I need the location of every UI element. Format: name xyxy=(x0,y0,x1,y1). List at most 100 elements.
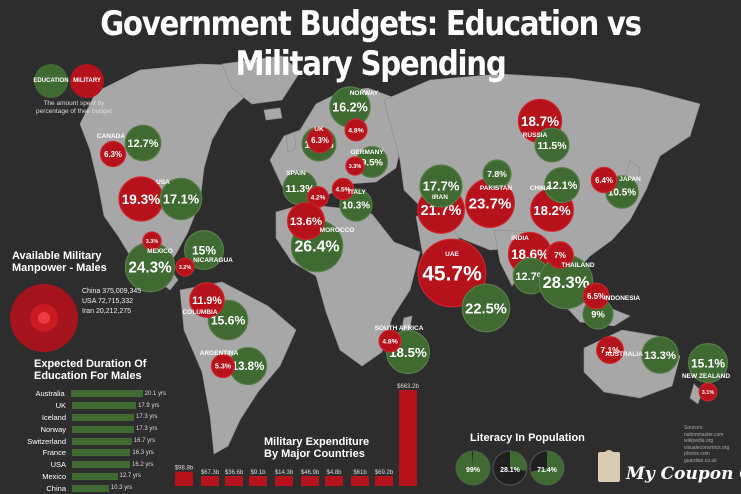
education-duration-value: 17.9 yrs xyxy=(138,402,160,409)
education-bubble-circle xyxy=(544,167,580,203)
education-duration-bar xyxy=(72,449,131,457)
country-name-canada: CANADA xyxy=(97,133,125,140)
military-expenditure-title-line2: By Major Countries xyxy=(264,448,365,460)
country-name-norway: NORWAY xyxy=(350,90,379,97)
sources: Sources: nationmaster.com wikipedia.org vi… xyxy=(684,425,729,464)
country-canada: 12.7% 6.3% CANADA xyxy=(97,124,162,168)
country-thailand: 28.3% 7% THAILAND xyxy=(538,241,595,310)
military-bubble-label: 4.8% xyxy=(348,127,364,134)
military-expenditure-bar xyxy=(225,476,243,486)
iceland-landmass xyxy=(263,107,283,121)
education-bubble-circle xyxy=(159,177,203,221)
country-indonesia: 9% 6.5%INDONESIA xyxy=(582,282,640,330)
military-bubble-label: 7% xyxy=(554,251,567,260)
military-expenditure-bar xyxy=(301,476,319,486)
education-duration-bar xyxy=(70,390,143,398)
legend-note-line2: percentage of their budget xyxy=(36,108,112,115)
military-bubble-circle xyxy=(189,282,225,318)
manpower-title-line1: Available Military xyxy=(12,250,102,262)
shopping-bag-handle xyxy=(602,450,616,457)
education-duration-row: Norway 17.3 yrs xyxy=(18,423,166,435)
literacy-pie-slice xyxy=(510,451,528,472)
country-name-thailand: THAILAND xyxy=(561,262,595,269)
military-expenditure-bar xyxy=(351,476,369,486)
education-bubble-circle xyxy=(461,283,511,333)
military-bubble-label: 6.5% xyxy=(587,292,605,301)
military-bubble-label: 45.7% xyxy=(422,263,482,286)
legend-education-dot: EDUCATION xyxy=(33,64,69,98)
country-india: 18.6%12.7%INDIA xyxy=(507,231,553,295)
education-duration-row: USA 16.2 yrs xyxy=(18,459,166,471)
military-expenditure-title: Military Expenditure By Major Countries xyxy=(264,436,369,460)
military-bubble-circle xyxy=(417,238,487,308)
military-bubble-label: 3.1% xyxy=(702,390,715,396)
literacy-chart: 99% 28.1% 71.4% xyxy=(455,450,565,486)
military-bubble-circle xyxy=(286,201,326,241)
education-duration-bar xyxy=(72,413,134,421)
education-duration-title-line2: Education For Males xyxy=(34,370,142,382)
military-bubble-label: 18.6% xyxy=(511,247,549,262)
military-bubble-circle xyxy=(582,282,610,310)
education-duration-value: 12.7 yrs xyxy=(119,473,141,480)
education-duration-bar xyxy=(72,425,134,433)
country-name-south-africa: SOUTH AFRICA xyxy=(375,325,424,332)
military-bubble-circle xyxy=(142,231,162,251)
education-duration-value: 16.3 yrs xyxy=(132,449,154,456)
country-name-indonesia: INDONESIA xyxy=(604,295,640,302)
education-duration-row: Mexico 12.7 yrs xyxy=(18,471,166,483)
country-morocco: 26.4% 13.6%MOROCCO xyxy=(286,201,355,273)
country-pakistan: 23.7% 7.8% PAKISTAN xyxy=(465,159,515,228)
education-duration-row: Iceland 17.3 yrs xyxy=(18,412,166,424)
education-duration-title: Expected Duration Of Education For Males xyxy=(34,358,146,382)
military-bubble-label: 4.8% xyxy=(382,338,398,345)
military-bubble-label: 4.2% xyxy=(311,194,326,201)
country-name-new-zealand: NEW ZEALAND xyxy=(682,373,730,380)
military-expenditure-value: $46.9b xyxy=(301,470,320,476)
country-germany: 9.5%3.3% GERMANY xyxy=(345,145,389,179)
education-duration-country: Iceland xyxy=(41,412,66,422)
brand-logo[interactable]: My Coupon Codes xyxy=(594,446,741,486)
manpower-entry-iran: Iran 20,212,275 xyxy=(82,308,132,315)
manpower-circles xyxy=(10,284,78,352)
education-bubble-circle xyxy=(641,336,679,374)
military-bubble-circle xyxy=(175,257,195,277)
education-duration-row: UK 17.9 yrs xyxy=(18,400,166,412)
military-expenditure-value: $69.2b xyxy=(375,470,394,476)
country-name-russia: RUSSIA xyxy=(523,132,548,139)
manpower-entry-usa: USA 72,715,332 xyxy=(82,298,133,305)
country-name-morocco: MOROCCO xyxy=(320,227,355,234)
legend: EDUCATION MILITARY The amount spent by p… xyxy=(33,64,114,116)
education-bubble-label: 11.3% xyxy=(286,184,315,195)
country-name-germany: GERMANY xyxy=(350,149,384,156)
education-duration-row: China 10.3 yrs xyxy=(18,482,166,494)
source-item: nationmaster.com xyxy=(684,431,724,438)
military-bubble-circle xyxy=(210,353,236,379)
country-name-pakistan: PAKISTAN xyxy=(480,185,513,192)
country-australia: 13.3% 7.1%AUSTRALIA xyxy=(596,336,679,374)
education-duration-bar xyxy=(72,402,137,410)
country-new-zealand: 15.1% 3.1% NEW ZEALAND xyxy=(682,342,730,402)
military-bubble-circle xyxy=(698,382,718,402)
military-bubble-label: 3.3% xyxy=(146,239,159,245)
military-bubble-circle xyxy=(546,241,574,269)
education-bubble-label: 13.8% xyxy=(232,361,265,373)
military-expenditure-chart: $98.8b $67.3b $36.6b $9.1b $14.3b $46.9b $4.8b… xyxy=(175,384,420,486)
military-expenditure-bar xyxy=(399,390,417,486)
source-item: visualeconomics.org xyxy=(684,444,730,451)
education-duration-bar xyxy=(72,437,132,445)
education-duration-country: UK xyxy=(55,401,66,411)
education-bubble-label: 13.3% xyxy=(644,350,676,362)
education-duration-value: 10.3 yrs xyxy=(110,485,133,492)
country-italy: 10.3% 4.5%ITALY xyxy=(331,177,373,222)
military-bubble-label: 6.4% xyxy=(595,176,613,185)
military-bubble-label: 6.3% xyxy=(311,136,329,145)
education-duration-row: France 16.3 yrs xyxy=(18,447,166,459)
military-expenditure-title-line1: Military Expenditure xyxy=(264,436,370,448)
military-expenditure-bar xyxy=(375,475,393,486)
education-bubble-label: 7.8% xyxy=(487,169,507,179)
education-duration-value: 20.1 yrs xyxy=(144,390,166,397)
manpower-title-line2: Manpower - Males xyxy=(12,262,107,274)
education-duration-country: USA xyxy=(50,460,66,470)
military-expenditure-bar xyxy=(249,476,267,486)
